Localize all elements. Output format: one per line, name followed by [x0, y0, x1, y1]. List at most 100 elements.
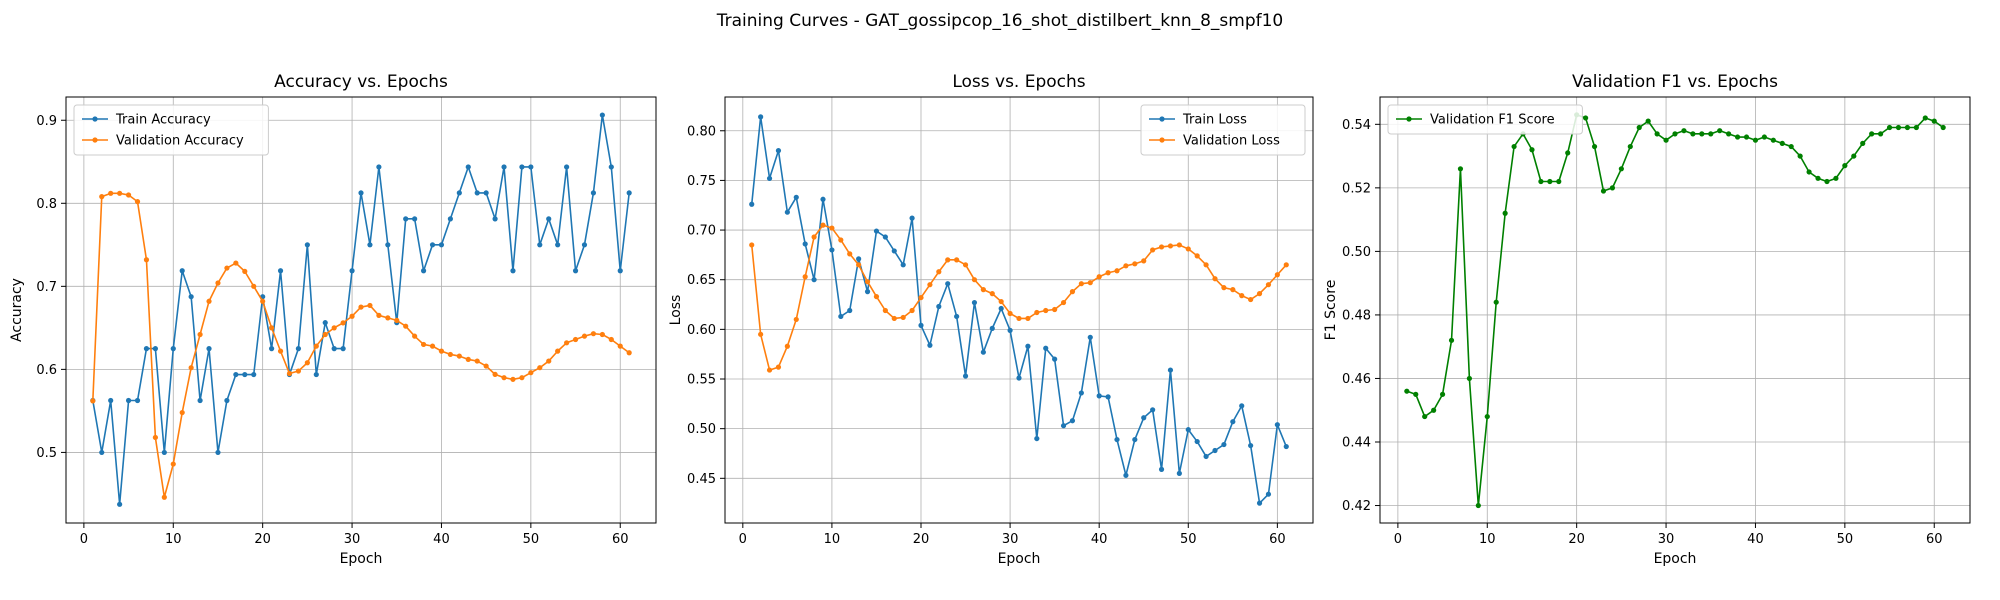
- data-point-train-loss: [1185, 427, 1191, 433]
- data-point-validation-loss: [802, 274, 808, 280]
- data-point-train-loss: [758, 114, 764, 120]
- data-point-validation-accuracy: [483, 363, 489, 369]
- data-point-validation-f1-score: [1529, 147, 1535, 153]
- data-point-validation-f1-score: [1878, 131, 1884, 137]
- data-point-validation-accuracy: [555, 348, 561, 354]
- figure-suptitle: Training Curves - GAT_gossipcop_16_shot_…: [716, 11, 1284, 31]
- data-point-train-loss: [989, 325, 995, 331]
- data-point-validation-accuracy: [251, 283, 257, 289]
- data-point-validation-loss: [900, 314, 906, 321]
- data-point-validation-loss: [971, 277, 978, 283]
- data-point-train-loss: [1052, 356, 1058, 362]
- data-point-train-accuracy: [152, 346, 158, 352]
- data-point-train-accuracy: [143, 346, 150, 352]
- data-point-validation-f1-score: [1833, 175, 1839, 181]
- data-point-validation-f1-score: [1734, 134, 1741, 140]
- data-point-validation-accuracy: [519, 375, 525, 381]
- data-point-validation-f1-score: [1824, 178, 1830, 185]
- data-point-validation-accuracy: [376, 312, 382, 318]
- data-point-validation-loss: [811, 234, 817, 240]
- data-point-validation-f1-score: [1448, 337, 1455, 343]
- data-point-validation-f1-score: [1815, 175, 1821, 181]
- data-point-validation-loss: [1052, 306, 1058, 313]
- data-point-train-accuracy: [420, 268, 427, 274]
- data-point-train-loss: [1105, 394, 1111, 400]
- data-point-train-loss: [1141, 415, 1147, 421]
- data-point-train-accuracy: [510, 268, 516, 274]
- data-point-train-accuracy: [572, 268, 579, 274]
- data-point-train-accuracy: [599, 112, 605, 118]
- data-point-validation-loss: [1105, 270, 1111, 276]
- data-point-train-loss: [1150, 407, 1156, 413]
- data-point-validation-loss: [918, 294, 924, 301]
- legend-label-validation-f1-score: Validation F1 Score: [1430, 113, 1555, 128]
- data-point-validation-accuracy: [269, 325, 275, 331]
- data-point-train-accuracy: [251, 371, 257, 378]
- data-point-validation-accuracy: [412, 333, 418, 339]
- data-point-validation-loss: [909, 307, 915, 314]
- data-point-train-accuracy: [134, 397, 141, 404]
- y-tick-label: 0.70: [687, 224, 716, 239]
- data-point-train-loss: [784, 209, 790, 215]
- y-tick-label: 0.42: [1342, 499, 1371, 514]
- y-tick-label: 0.5: [36, 446, 57, 461]
- data-point-validation-f1-score: [1797, 153, 1803, 159]
- data-point-validation-accuracy: [537, 365, 543, 371]
- data-point-validation-loss: [1239, 293, 1245, 299]
- data-point-validation-f1-score: [1422, 413, 1428, 420]
- data-point-validation-accuracy: [429, 343, 436, 349]
- data-point-validation-f1-score: [1439, 391, 1446, 397]
- x-axis-label: Epoch: [998, 551, 1041, 567]
- data-point-train-loss: [829, 247, 835, 253]
- data-point-train-loss: [1221, 441, 1227, 448]
- data-point-train-loss: [891, 248, 897, 254]
- data-point-validation-loss: [847, 251, 853, 257]
- x-tick-label: 60: [1926, 532, 1943, 547]
- data-point-validation-accuracy: [134, 199, 141, 205]
- data-point-train-accuracy: [412, 216, 418, 222]
- x-tick-label: 0: [80, 532, 88, 547]
- y-tick-label: 0.54: [1342, 118, 1371, 133]
- legend-label-train-accuracy: Train Accuracy: [115, 113, 211, 128]
- y-tick-label: 0.60: [687, 323, 716, 338]
- plot-frame: [1379, 96, 1971, 524]
- data-point-validation-loss: [989, 291, 995, 297]
- data-point-validation-f1-score: [1681, 128, 1687, 134]
- data-point-train-accuracy: [555, 242, 561, 248]
- data-point-train-accuracy: [313, 371, 319, 378]
- data-point-train-accuracy: [108, 397, 114, 404]
- data-point-validation-f1-score: [1743, 134, 1750, 140]
- data-point-train-accuracy: [117, 501, 123, 507]
- data-point-train-loss: [1114, 436, 1120, 443]
- data-point-validation-accuracy: [125, 192, 132, 198]
- y-tick-label: 0.8: [36, 197, 57, 212]
- data-point-train-loss: [1087, 334, 1093, 340]
- data-point-validation-accuracy: [304, 360, 310, 366]
- data-point-train-loss: [856, 256, 862, 262]
- data-point-validation-f1-score: [1717, 128, 1723, 134]
- data-point-train-accuracy: [474, 190, 480, 196]
- data-point-train-accuracy: [242, 371, 248, 378]
- data-point-validation-f1-score: [1538, 178, 1544, 185]
- data-point-train-loss: [1132, 436, 1138, 443]
- x-tick-label: 10: [824, 532, 841, 547]
- legend-marker-validation-loss: [1159, 137, 1165, 143]
- data-point-validation-loss: [1025, 315, 1031, 322]
- x-tick-label: 60: [1269, 532, 1286, 547]
- x-tick-label: 40: [1747, 532, 1764, 547]
- data-point-validation-accuracy: [233, 260, 239, 266]
- data-point-validation-accuracy: [286, 370, 293, 377]
- data-point-validation-f1-score: [1591, 143, 1598, 150]
- y-tick-label: 0.55: [687, 373, 716, 388]
- data-point-validation-f1-score: [1913, 124, 1919, 131]
- data-point-validation-accuracy: [277, 348, 284, 354]
- data-point-validation-accuracy: [564, 340, 570, 346]
- data-point-train-accuracy: [349, 268, 355, 274]
- data-point-validation-loss: [856, 262, 862, 268]
- data-point-validation-loss: [1060, 299, 1067, 306]
- x-axis-label: Epoch: [340, 551, 383, 567]
- data-point-validation-loss: [873, 293, 880, 300]
- data-point-validation-f1-score: [1806, 169, 1812, 175]
- data-point-train-loss: [864, 289, 871, 295]
- data-point-validation-accuracy: [501, 375, 507, 381]
